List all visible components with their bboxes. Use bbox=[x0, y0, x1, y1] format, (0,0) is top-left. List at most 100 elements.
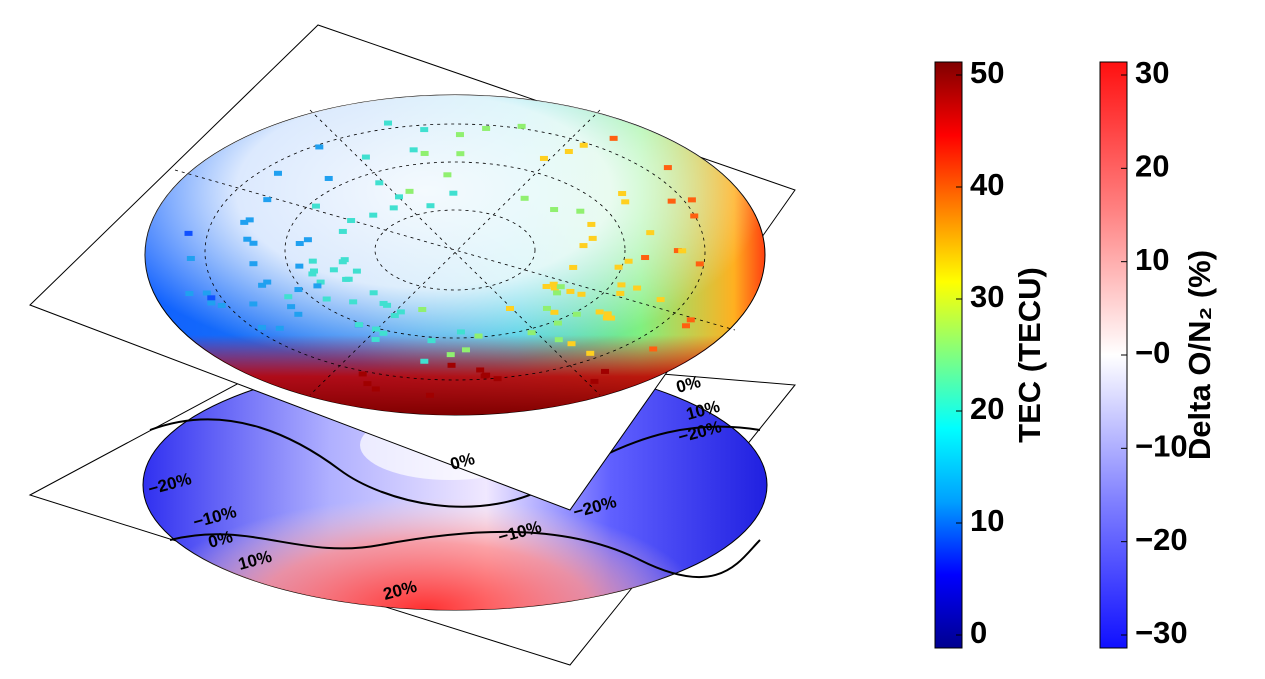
tec-pixel bbox=[456, 151, 465, 157]
tec-pixel bbox=[590, 378, 599, 384]
tec-pixel bbox=[369, 212, 378, 218]
tec-pixel bbox=[284, 294, 293, 300]
tec-pixel bbox=[443, 172, 452, 178]
tick-label: 0 bbox=[970, 615, 987, 650]
tec-pixel bbox=[554, 337, 563, 343]
tec-pixel bbox=[633, 285, 642, 291]
tec-pixel bbox=[249, 301, 258, 307]
tec-pixel bbox=[207, 300, 216, 306]
tec-pixel bbox=[311, 203, 320, 209]
tec-pixel bbox=[313, 283, 322, 289]
tec-pixel bbox=[520, 195, 529, 201]
colorbar-label: TEC (TECU) bbox=[1012, 267, 1047, 443]
tec-pixel bbox=[646, 230, 655, 236]
tec-pixel bbox=[396, 309, 405, 315]
tec-pixel bbox=[389, 205, 398, 211]
tec-pixel bbox=[621, 199, 630, 205]
tec-pixel bbox=[425, 392, 434, 398]
tec-pixel bbox=[217, 302, 226, 308]
tick-label: −0 bbox=[1135, 335, 1170, 370]
tec-pixel bbox=[482, 372, 491, 378]
tec-pixel bbox=[363, 381, 372, 387]
tec-pixel bbox=[258, 282, 267, 288]
tec-pixel bbox=[493, 376, 502, 382]
tec-pixel bbox=[681, 323, 690, 329]
tec-pixel bbox=[616, 290, 625, 296]
tec-pixel bbox=[324, 175, 333, 181]
tec-pixel bbox=[263, 197, 272, 203]
tec-pixel bbox=[358, 371, 367, 377]
tec-pixel bbox=[447, 362, 456, 368]
tec-map-red bbox=[145, 95, 765, 415]
tec-pixel bbox=[308, 271, 317, 277]
tec-pixel bbox=[372, 326, 381, 332]
tec-pixel bbox=[572, 311, 581, 317]
tec-pixel bbox=[624, 258, 633, 264]
tec-pixel bbox=[587, 221, 596, 227]
tec-pixel bbox=[395, 194, 404, 200]
tec-pixel bbox=[375, 180, 384, 186]
tec-pixel bbox=[579, 243, 588, 249]
tick-label: −30 bbox=[1135, 615, 1188, 650]
tec-pixel bbox=[418, 307, 427, 313]
tec-pixel bbox=[420, 358, 429, 364]
tec-pixel bbox=[308, 258, 317, 264]
tec-pixel bbox=[427, 338, 436, 344]
tec-pixel bbox=[186, 255, 195, 261]
tec-pixel bbox=[517, 123, 526, 129]
contour bbox=[169, 530, 761, 579]
tec-pixel bbox=[539, 155, 548, 161]
tec-pixel bbox=[576, 208, 585, 214]
tec-pixel bbox=[245, 217, 254, 223]
tec-pixel bbox=[338, 259, 347, 265]
contour bbox=[149, 418, 761, 508]
tec-pixel bbox=[263, 279, 272, 285]
tick-label: 20 bbox=[1135, 149, 1169, 184]
tec-pixel bbox=[361, 154, 370, 160]
tec-pixel bbox=[243, 236, 252, 242]
tec-pixel bbox=[618, 191, 627, 197]
tec-pixel bbox=[678, 248, 687, 254]
tec-pixel bbox=[240, 219, 249, 225]
tec-pixel bbox=[202, 290, 211, 296]
tec-pixel bbox=[602, 315, 611, 321]
tick-label: 30 bbox=[1135, 55, 1169, 90]
tick-label: 40 bbox=[970, 167, 1004, 202]
tec-pixel bbox=[349, 299, 358, 305]
colorbar-label: Delta O/N₂ (%) bbox=[1182, 250, 1217, 460]
tec-pixel bbox=[369, 290, 378, 296]
tec-pixel bbox=[420, 150, 429, 156]
tec-pixel bbox=[384, 120, 393, 126]
tec-pixel bbox=[426, 203, 435, 209]
tec-pixel bbox=[542, 305, 551, 311]
tick-label: 20 bbox=[970, 391, 1004, 426]
tec-pixel bbox=[474, 333, 483, 339]
tec-pixel bbox=[606, 315, 615, 321]
tec-pixel bbox=[579, 142, 588, 148]
tec-pixel bbox=[461, 347, 470, 353]
tec-pixel bbox=[355, 322, 364, 328]
tec-pixel bbox=[295, 241, 304, 247]
tec-pixel bbox=[550, 309, 559, 315]
tec-pixel bbox=[564, 149, 573, 155]
tec-pixel bbox=[371, 386, 380, 392]
tec-pixel bbox=[303, 237, 312, 243]
tec-pixel bbox=[549, 281, 558, 287]
tec-pixel bbox=[294, 287, 303, 293]
tec-pixel bbox=[207, 295, 216, 301]
tec-pixel bbox=[455, 132, 464, 138]
tec-pixel bbox=[641, 255, 650, 261]
tec-pixel bbox=[405, 188, 414, 194]
tick-label: 10 bbox=[970, 503, 1004, 538]
tec-pixel bbox=[553, 290, 562, 296]
tec-pixel bbox=[505, 305, 514, 311]
tec-pixel bbox=[527, 330, 536, 336]
tec-pixel bbox=[273, 170, 282, 176]
tec-pixel bbox=[690, 213, 699, 219]
tick-label: −10 bbox=[1135, 429, 1188, 464]
tec-pixel bbox=[344, 276, 353, 282]
tec-pixel bbox=[673, 248, 682, 254]
tec-pixel bbox=[420, 127, 429, 133]
tec-pixel bbox=[338, 228, 347, 234]
